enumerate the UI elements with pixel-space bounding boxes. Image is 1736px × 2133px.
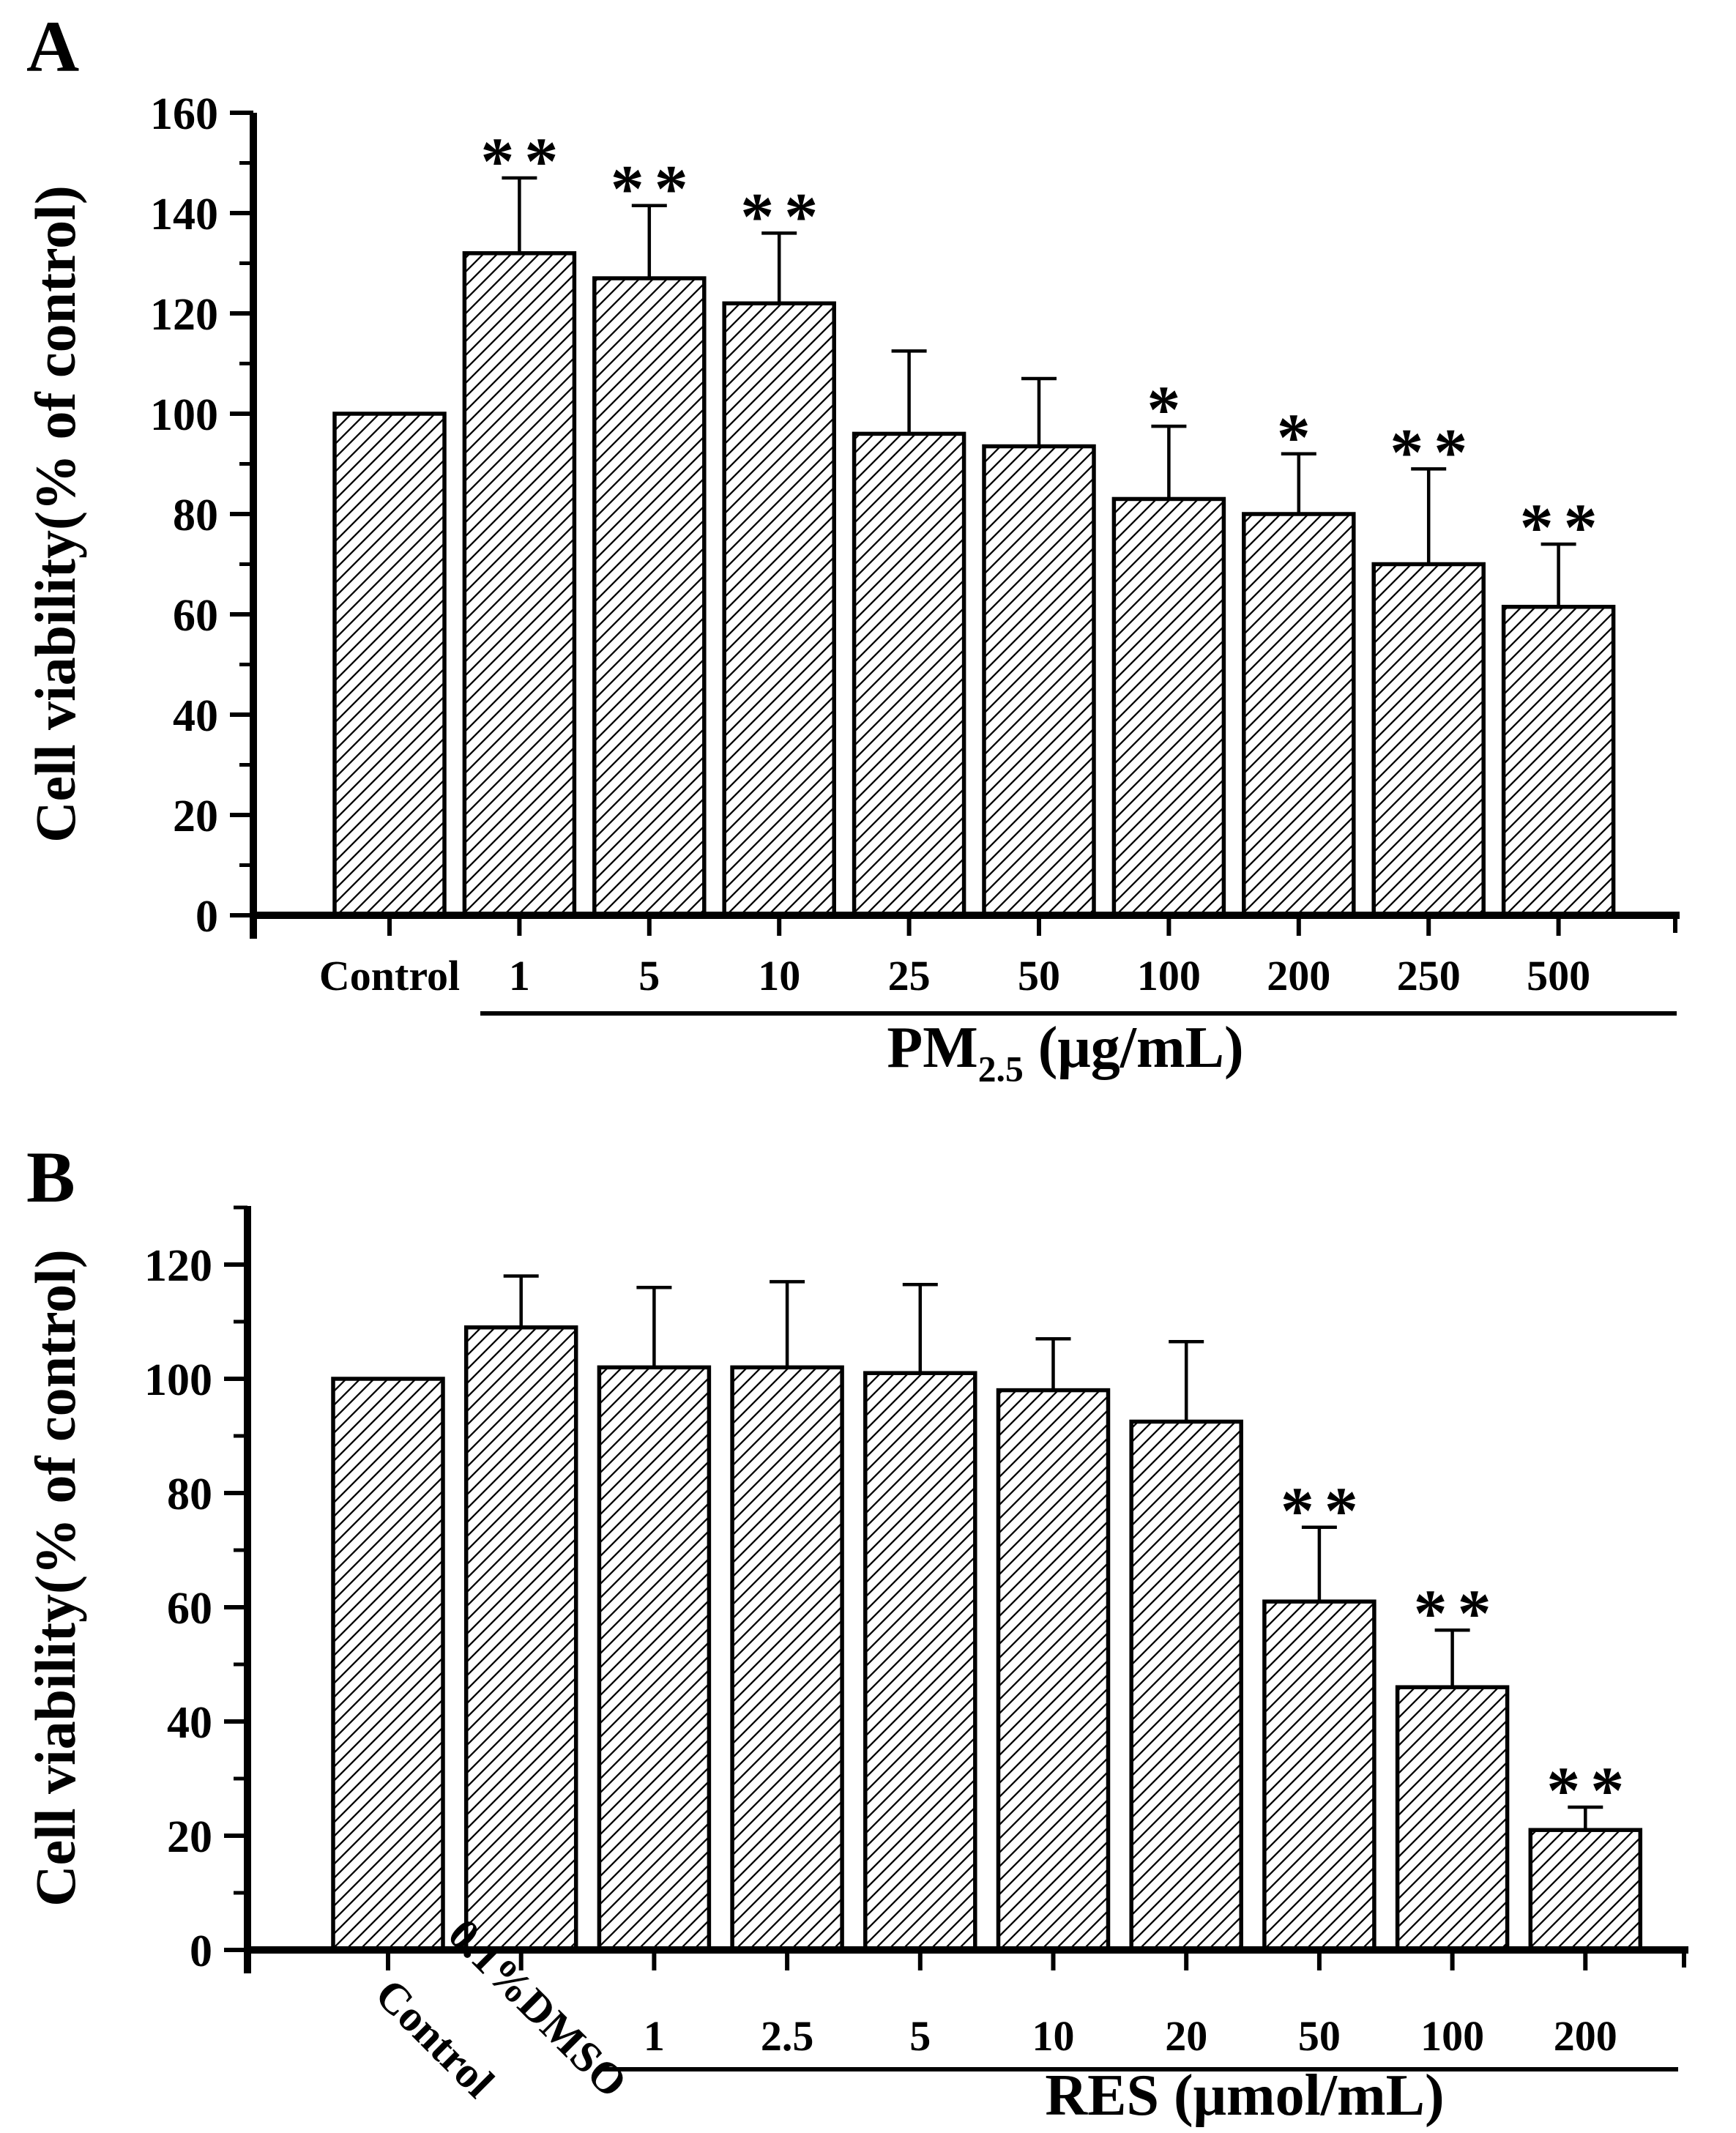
bar	[592, 276, 707, 917]
significance-label: *	[1277, 400, 1321, 474]
category-label: 10	[1032, 2012, 1075, 2060]
panel-a-plot: ** ** *** * ****020406080100120140160Control…	[150, 89, 1680, 1016]
error-bar	[1568, 1805, 1603, 1831]
significance-label: **	[1414, 1576, 1502, 1650]
category-label: 20	[1165, 2012, 1207, 2060]
y-tick-label: 0	[195, 892, 218, 942]
bar	[982, 444, 1096, 917]
error-bar	[1434, 1628, 1470, 1688]
category-label: 250	[1397, 952, 1461, 1000]
bar	[463, 1325, 578, 1952]
bar	[852, 431, 966, 917]
y-tick-label: 140	[150, 190, 218, 239]
significance-label: **	[1520, 490, 1608, 565]
bar	[462, 251, 577, 917]
significance-label: **	[1390, 414, 1478, 489]
bar	[722, 301, 836, 917]
significance-label: **	[1546, 1753, 1634, 1828]
category-label: 1	[509, 952, 530, 1000]
significance-label: **	[1281, 1473, 1368, 1548]
error-bar	[891, 349, 927, 434]
error-bar	[631, 204, 667, 279]
bar	[1129, 1419, 1243, 1952]
significance-label: **	[480, 124, 568, 198]
error-bar	[1411, 467, 1447, 565]
bar	[332, 412, 447, 917]
error-bar	[1151, 424, 1187, 499]
error-bar	[502, 176, 537, 253]
bar	[730, 1365, 844, 1952]
category-label: Control	[319, 952, 460, 1000]
significance-label: **	[611, 152, 699, 226]
bar	[1262, 1599, 1376, 1952]
panel-a-x-axis-title: PM2.5 (μg/mL)	[887, 1019, 1243, 1087]
x-title-units: (μg/mL)	[1023, 1015, 1244, 1080]
error-bar	[1035, 1337, 1071, 1391]
category-label: 200	[1554, 2012, 1617, 2060]
category-label: 5	[638, 952, 660, 1000]
error-bar	[1541, 542, 1576, 607]
bar	[996, 1388, 1111, 1952]
category-label: 100	[1420, 2012, 1484, 2060]
category-label: 25	[888, 952, 931, 1000]
x-title-main: PM	[887, 1015, 978, 1080]
category-label-rotated: Control	[366, 1970, 503, 2107]
error-bar	[902, 1283, 938, 1374]
panel-b-x-axis-title: RES (μmol/mL)	[1045, 2063, 1445, 2128]
error-bar	[1281, 452, 1316, 514]
y-tick-label: 120	[144, 1241, 212, 1291]
error-bar	[1169, 1340, 1204, 1422]
y-tick-label: 100	[150, 390, 218, 440]
y-tick-label: 120	[150, 290, 218, 340]
error-bar	[761, 231, 797, 304]
bar	[331, 1377, 445, 1952]
bar	[1242, 512, 1356, 917]
error-bar	[770, 1280, 805, 1368]
y-tick-label: 100	[144, 1355, 212, 1405]
y-tick-label: 80	[167, 1470, 212, 1519]
bar	[1528, 1828, 1643, 1952]
panel-a-letter: A	[26, 6, 80, 87]
y-tick-label: 20	[167, 1812, 212, 1862]
y-tick-label: 80	[173, 491, 218, 540]
bar	[1395, 1685, 1510, 1952]
bar	[1111, 496, 1226, 917]
bar	[1501, 604, 1616, 917]
category-label: 500	[1527, 952, 1590, 1000]
category-label: 50	[1298, 2012, 1341, 2060]
category-label: 2.5	[761, 2012, 814, 2060]
y-tick-label: 60	[167, 1584, 212, 1634]
y-tick-label: 20	[173, 792, 218, 841]
panel-a-y-axis-title: Cell viability(% of control)	[23, 185, 87, 843]
y-tick-label: 40	[173, 691, 218, 741]
bar	[1371, 562, 1486, 917]
category-label: 10	[758, 952, 800, 1000]
category-label: 5	[909, 2012, 931, 2060]
panel-b-y-axis-title: Cell viability(% of control)	[23, 1249, 87, 1907]
panel-b-letter: B	[26, 1136, 75, 1218]
significance-label: *	[1147, 372, 1191, 447]
y-tick-label: 40	[167, 1698, 212, 1748]
error-bar	[1301, 1525, 1337, 1602]
y-tick-label: 60	[173, 591, 218, 641]
category-label: 1	[644, 2012, 665, 2060]
x-title-subscript: 2.5	[977, 1049, 1024, 1090]
error-bar	[1021, 376, 1057, 447]
error-bar	[636, 1285, 672, 1368]
y-tick-label: 0	[190, 1927, 212, 1976]
bar	[863, 1371, 977, 1952]
y-tick-label: 160	[150, 89, 218, 139]
category-label: 50	[1018, 952, 1060, 1000]
significance-label: **	[740, 179, 828, 253]
category-label: 200	[1267, 952, 1330, 1000]
category-label: 100	[1137, 952, 1201, 1000]
bar	[597, 1365, 712, 1952]
error-bar	[503, 1274, 539, 1328]
